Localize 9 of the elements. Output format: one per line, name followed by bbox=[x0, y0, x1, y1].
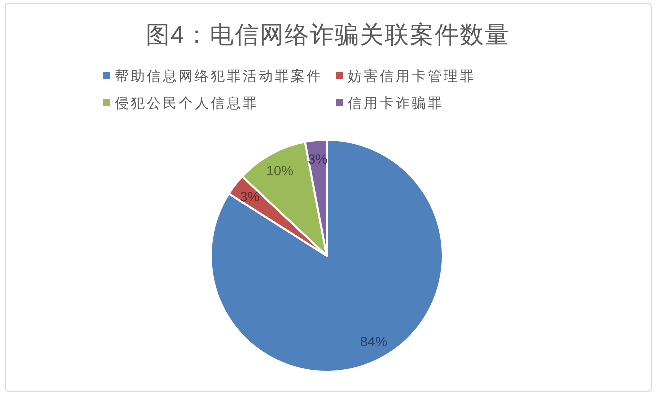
legend-label: 妨害信用卡管理罪 bbox=[348, 68, 476, 84]
pie-slice bbox=[210, 139, 444, 373]
legend-label: 帮助信息网络犯罪活动罪案件 bbox=[115, 68, 323, 84]
legend-label: 信用卡诈骗罪 bbox=[348, 95, 444, 111]
title: 图4：电信网络诈骗关联案件数量 bbox=[146, 22, 510, 49]
data-label: 10% bbox=[266, 164, 294, 179]
data-label: 84% bbox=[360, 334, 388, 350]
legend-label: 侵犯公民个人信息罪 bbox=[115, 95, 259, 111]
data-label: 3% bbox=[240, 189, 260, 204]
